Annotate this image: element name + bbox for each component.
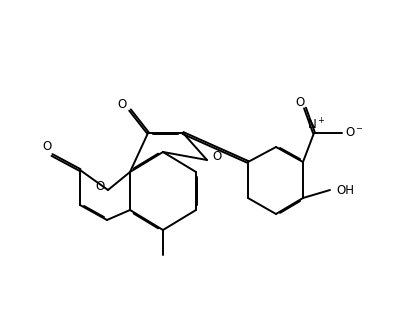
Text: OH: OH <box>336 183 354 197</box>
Text: N$^+$: N$^+$ <box>307 117 325 133</box>
Text: O: O <box>296 95 305 109</box>
Text: O: O <box>117 99 126 111</box>
Text: O: O <box>95 180 105 192</box>
Text: O: O <box>43 140 52 154</box>
Text: O: O <box>212 149 221 163</box>
Text: O$^-$: O$^-$ <box>346 127 364 139</box>
